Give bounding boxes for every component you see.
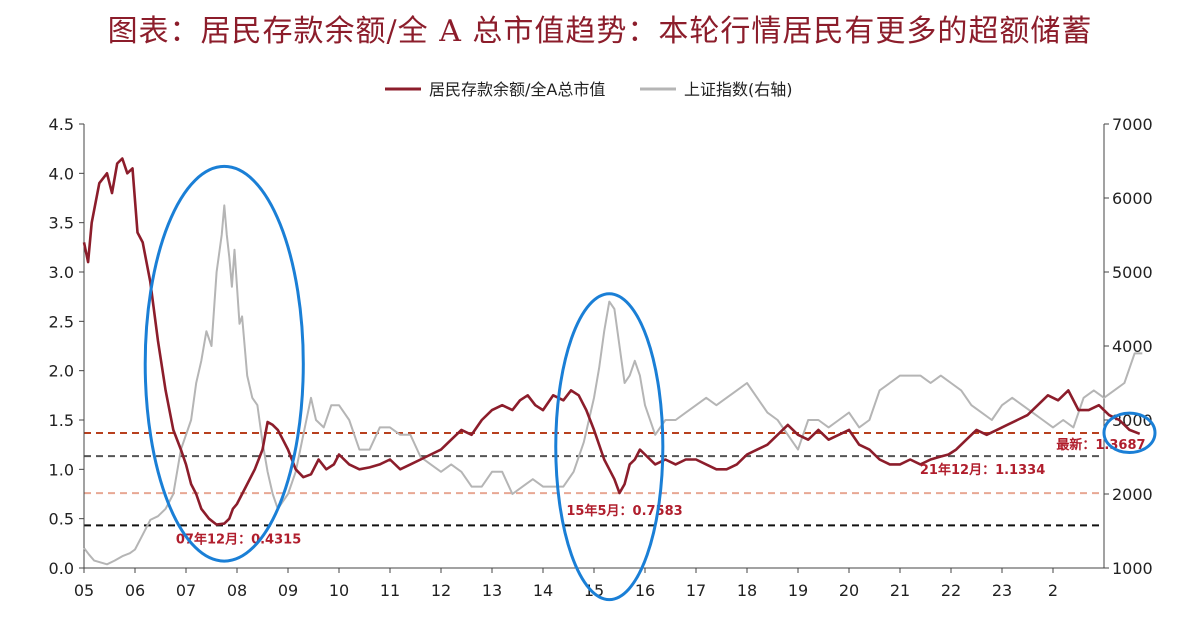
data-annotation: 21年12月：1.1334 bbox=[920, 462, 1045, 478]
data-annotation: 07年12月：0.4315 bbox=[176, 531, 301, 547]
y-right-tick-label: 4000 bbox=[1112, 337, 1153, 356]
x-tick-label: 23 bbox=[992, 581, 1012, 600]
x-tick-label: 14 bbox=[533, 581, 553, 600]
y-right-tick-label: 1000 bbox=[1112, 559, 1153, 578]
legend-label-sh-index: 上证指数(右轴) bbox=[684, 80, 793, 99]
y-right-tick-label: 6000 bbox=[1112, 189, 1153, 208]
y-left-tick-label: 2.5 bbox=[49, 312, 74, 331]
x-tick-label: 16 bbox=[635, 581, 655, 600]
y-right-tick-label: 7000 bbox=[1112, 115, 1153, 134]
y-left-tick-label: 4.5 bbox=[49, 115, 74, 134]
y-left-tick-label: 0.0 bbox=[49, 559, 74, 578]
x-tick-label: 06 bbox=[125, 581, 145, 600]
x-tick-label: 08 bbox=[227, 581, 247, 600]
x-tick-label: 22 bbox=[941, 581, 961, 600]
x-tick-label: 19 bbox=[788, 581, 808, 600]
y-left-tick-label: 3.5 bbox=[49, 214, 74, 233]
y-left-tick-label: 0.5 bbox=[49, 510, 74, 529]
data-annotation: 最新：1.3687 bbox=[1056, 437, 1145, 453]
y-left-tick-label: 4.0 bbox=[49, 164, 74, 183]
x-tick-label: 10 bbox=[329, 581, 349, 600]
x-tick-label: 2 bbox=[1048, 581, 1058, 600]
y-right-tick-label: 2000 bbox=[1112, 485, 1153, 504]
series-line-sh-index bbox=[83, 204, 1143, 566]
legend-label-deposit-ratio: 居民存款余额/全A总市值 bbox=[429, 80, 605, 99]
x-tick-label: 18 bbox=[737, 581, 757, 600]
y-left-tick-label: 1.0 bbox=[49, 460, 74, 479]
highlight-ellipse bbox=[1102, 411, 1157, 455]
x-tick-label: 09 bbox=[278, 581, 298, 600]
y-right-tick-label: 5000 bbox=[1112, 263, 1153, 282]
x-tick-label: 11 bbox=[380, 581, 400, 600]
chart-title: 图表：居民存款余额/全 A 总市值趋势：本轮行情居民有更多的超额储蓄 bbox=[107, 14, 1093, 49]
y-left-tick-label: 2.0 bbox=[49, 362, 74, 381]
x-tick-label: 07 bbox=[176, 581, 196, 600]
highlight-ellipse bbox=[143, 164, 305, 563]
x-tick-label: 13 bbox=[482, 581, 502, 600]
y-left-tick-label: 1.5 bbox=[49, 411, 74, 430]
y-left-tick-label: 3.0 bbox=[49, 263, 74, 282]
x-tick-label: 05 bbox=[74, 581, 94, 600]
x-tick-label: 20 bbox=[839, 581, 859, 600]
x-tick-label: 21 bbox=[890, 581, 910, 600]
x-tick-label: 12 bbox=[431, 581, 451, 600]
x-tick-label: 17 bbox=[686, 581, 706, 600]
series-line-deposit-ratio bbox=[82, 157, 1141, 526]
highlight-ellipse bbox=[554, 292, 665, 602]
data-annotation: 15年5月：0.7583 bbox=[566, 503, 682, 519]
